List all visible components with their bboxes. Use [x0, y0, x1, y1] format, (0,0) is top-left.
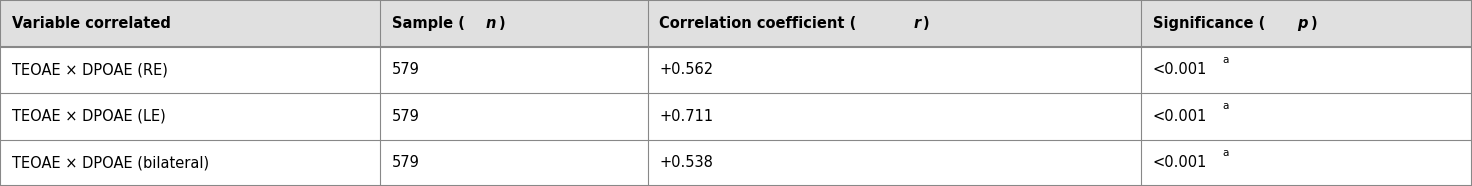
Text: 579: 579 [392, 109, 420, 124]
Text: TEOAE × DPOAE (RE): TEOAE × DPOAE (RE) [12, 62, 168, 77]
Text: a: a [1223, 147, 1229, 158]
Text: 579: 579 [392, 155, 420, 170]
Bar [0, 0, 1472, 46]
Text: TEOAE × DPOAE (LE): TEOAE × DPOAE (LE) [12, 109, 165, 124]
Text: +0.711: +0.711 [659, 109, 714, 124]
Text: <0.001: <0.001 [1153, 109, 1207, 124]
Text: p: p [1297, 16, 1309, 31]
Text: Correlation coefficient (: Correlation coefficient ( [659, 16, 857, 31]
Text: <0.001: <0.001 [1153, 62, 1207, 77]
Text: ): ) [499, 16, 505, 31]
Text: n: n [486, 16, 496, 31]
Text: ): ) [1312, 16, 1317, 31]
Text: a: a [1223, 54, 1229, 65]
Text: +0.562: +0.562 [659, 62, 714, 77]
Text: 579: 579 [392, 62, 420, 77]
Text: r: r [914, 16, 921, 31]
Text: Sample (: Sample ( [392, 16, 465, 31]
Text: ): ) [923, 16, 930, 31]
Text: <0.001: <0.001 [1153, 155, 1207, 170]
Text: Significance (: Significance ( [1153, 16, 1264, 31]
Text: TEOAE × DPOAE (bilateral): TEOAE × DPOAE (bilateral) [12, 155, 209, 170]
Text: Variable correlated: Variable correlated [12, 16, 171, 31]
Text: +0.538: +0.538 [659, 155, 714, 170]
Text: a: a [1223, 101, 1229, 111]
